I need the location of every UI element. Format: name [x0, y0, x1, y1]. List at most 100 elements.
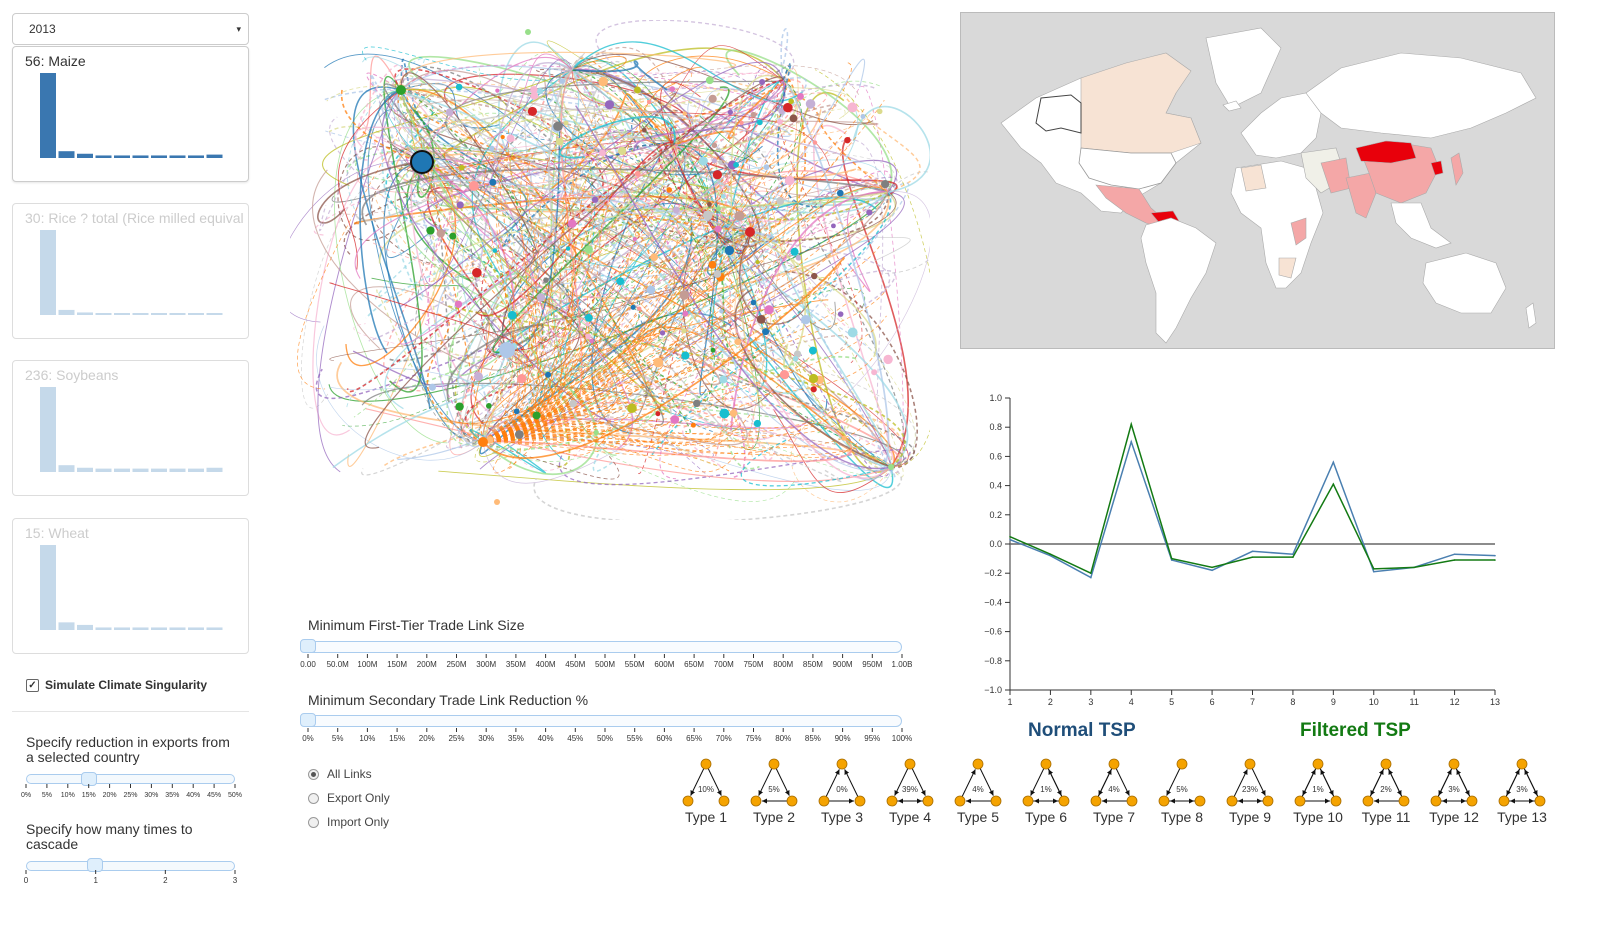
country-node[interactable] — [646, 285, 656, 295]
country-node[interactable] — [650, 253, 659, 261]
country-node[interactable] — [449, 232, 457, 240]
country-node[interactable] — [847, 327, 858, 338]
map-region-new-zealand[interactable] — [1525, 302, 1537, 329]
country-node[interactable] — [585, 322, 590, 327]
country-node[interactable] — [681, 351, 690, 360]
country-node[interactable] — [718, 160, 723, 165]
country-node[interactable] — [719, 408, 730, 419]
country-node[interactable] — [532, 411, 541, 420]
country-node[interactable] — [495, 88, 500, 93]
trade-network-graph[interactable] — [290, 20, 930, 520]
country-node[interactable] — [888, 464, 894, 470]
country-node[interactable] — [646, 99, 652, 105]
country-node[interactable] — [789, 114, 798, 123]
country-node[interactable] — [679, 290, 690, 300]
country-node[interactable] — [454, 300, 463, 308]
country-node[interactable] — [698, 156, 708, 166]
country-node[interactable] — [653, 357, 664, 368]
country-node[interactable] — [783, 102, 793, 113]
country-node[interactable] — [719, 375, 728, 384]
country-node[interactable] — [593, 429, 599, 436]
radio-import-only[interactable]: Import Only — [308, 815, 389, 829]
radio-icon[interactable] — [308, 793, 319, 805]
map-region-alaska[interactable] — [1035, 94, 1082, 134]
map-region-russia[interactable] — [1305, 52, 1537, 139]
country-node[interactable] — [762, 328, 770, 336]
country-node[interactable] — [844, 136, 851, 144]
map-region-canada[interactable] — [1080, 52, 1202, 154]
country-node[interactable] — [616, 277, 625, 286]
country-node[interactable] — [756, 119, 763, 126]
country-node[interactable] — [459, 164, 465, 171]
country-node[interactable] — [604, 100, 615, 110]
country-node[interactable] — [492, 248, 498, 253]
first-tier-slider[interactable] — [301, 641, 902, 653]
country-node[interactable] — [682, 310, 689, 317]
country-node[interactable] — [672, 206, 680, 214]
country-node[interactable] — [808, 346, 817, 355]
country-node[interactable] — [530, 91, 539, 100]
checkbox-icon[interactable]: ✓ — [26, 679, 39, 693]
country-node[interactable] — [776, 196, 785, 205]
country-node[interactable] — [553, 121, 563, 132]
country-node[interactable] — [563, 120, 569, 126]
country-node[interactable] — [707, 201, 712, 207]
country-node[interactable] — [456, 201, 464, 209]
country-node[interactable] — [841, 435, 847, 441]
country-node[interactable] — [589, 338, 594, 344]
country-node[interactable] — [831, 223, 836, 229]
country-node[interactable] — [599, 149, 607, 157]
country-node[interactable] — [711, 142, 718, 149]
country-node[interactable] — [598, 76, 608, 87]
country-node[interactable] — [455, 83, 463, 91]
country-node[interactable] — [507, 310, 517, 320]
country-node[interactable] — [489, 145, 495, 151]
country-node[interactable] — [881, 180, 890, 189]
map-region-north-africa[interactable] — [1240, 164, 1267, 192]
country-node[interactable] — [733, 161, 739, 168]
country-node[interactable] — [779, 370, 790, 380]
selected-country-node[interactable] — [410, 150, 434, 174]
radio-icon[interactable] — [308, 817, 319, 829]
country-node[interactable] — [784, 175, 795, 186]
country-node[interactable] — [708, 94, 717, 103]
country-node[interactable] — [693, 399, 701, 408]
country-node[interactable] — [837, 311, 844, 317]
country-node[interactable] — [536, 87, 544, 95]
country-node[interactable] — [525, 29, 531, 35]
country-node[interactable] — [670, 415, 680, 424]
radio-icon[interactable] — [308, 769, 319, 781]
country-node[interactable] — [632, 236, 637, 242]
country-node[interactable] — [527, 106, 538, 117]
country-node[interactable] — [690, 422, 696, 428]
country-node[interactable] — [788, 98, 794, 105]
country-node[interactable] — [506, 134, 515, 143]
cascade-slider-handle[interactable] — [86, 858, 103, 872]
country-node[interactable] — [585, 333, 591, 340]
country-node[interactable] — [871, 369, 878, 376]
secondary-slider[interactable] — [301, 715, 902, 727]
crop-card[interactable]: 236: Soybeans — [12, 360, 249, 496]
country-node[interactable] — [860, 113, 866, 119]
country-node[interactable] — [795, 255, 802, 261]
country-node[interactable] — [753, 419, 762, 428]
country-node[interactable] — [494, 499, 500, 505]
country-node[interactable] — [513, 408, 520, 415]
country-node[interactable] — [530, 86, 538, 94]
country-node[interactable] — [517, 374, 527, 384]
country-node[interactable] — [727, 109, 733, 115]
country-node[interactable] — [759, 78, 766, 85]
country-node[interactable] — [567, 219, 577, 228]
country-node[interactable] — [847, 102, 858, 113]
reduction-slider[interactable] — [26, 774, 235, 784]
country-node[interactable] — [436, 229, 445, 238]
country-node[interactable] — [763, 164, 770, 171]
country-node[interactable] — [455, 402, 464, 411]
country-node[interactable] — [702, 210, 713, 221]
map-region-europe[interactable] — [1240, 92, 1322, 159]
country-node[interactable] — [764, 305, 774, 315]
country-node[interactable] — [445, 108, 454, 116]
map-region-mongolia[interactable] — [1355, 140, 1417, 164]
cascade-slider[interactable] — [26, 861, 235, 871]
country-node[interactable] — [715, 206, 721, 212]
